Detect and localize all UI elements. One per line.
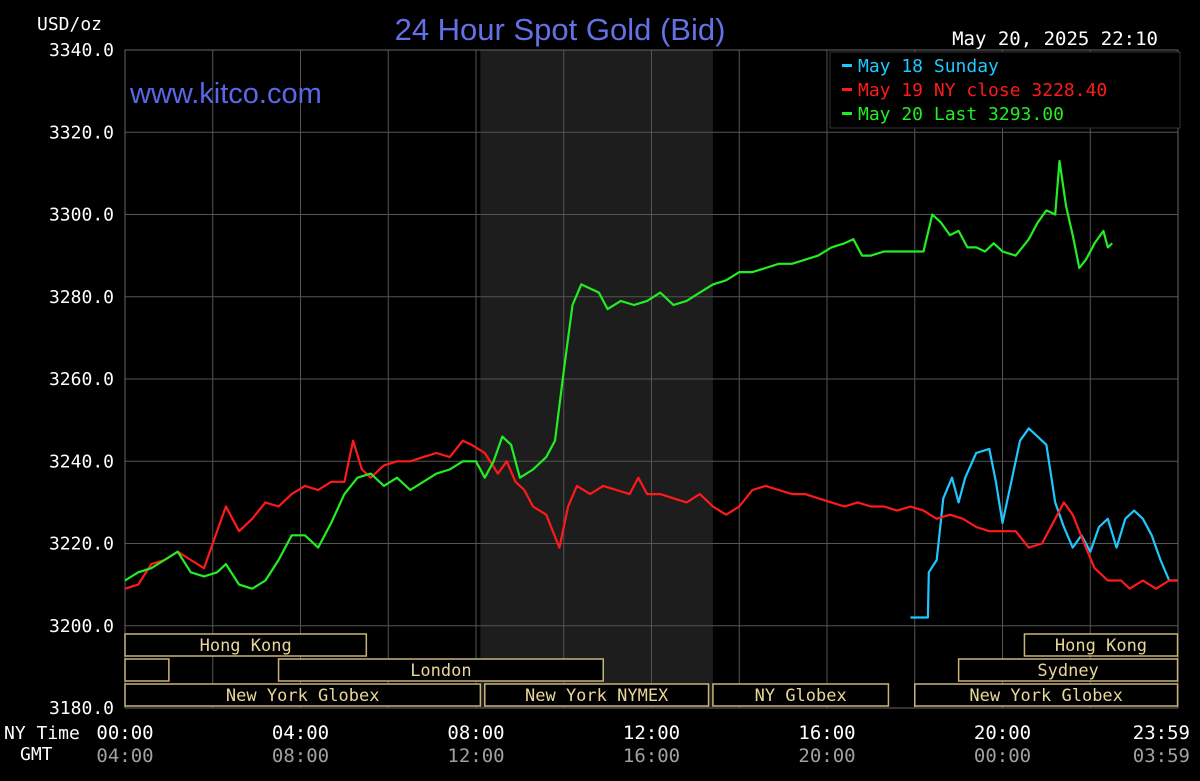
y-unit-label: USD/oz [37, 14, 102, 35]
session-label: New York Globex [226, 686, 380, 706]
y-tick-label: 3220.0 [49, 534, 114, 555]
x-tick-label-ny: 16:00 [798, 722, 855, 744]
plot-frame [124, 49, 1179, 709]
x-tick-label-gmt: 00:00 [974, 745, 1031, 767]
x-tick-label-ny: 23:59 [1133, 722, 1190, 744]
legend-item-may20: May 20 Last 3293.00 [858, 104, 1064, 125]
x-tick-label-gmt: 04:00 [96, 745, 153, 767]
session-bar [124, 658, 170, 682]
legend-swatch-may20 [842, 112, 852, 115]
session-bar [124, 633, 368, 657]
legend-item-may18: May 18 Sunday [858, 56, 999, 77]
session-label: Hong Kong [1055, 636, 1147, 656]
x-tick-label-gmt: 03:59 [1133, 745, 1190, 767]
watermark-text: www.kitco.com [129, 78, 322, 110]
session-label: Hong Kong [200, 636, 292, 656]
y-tick-label: 3180.0 [49, 698, 114, 719]
session-bar [712, 683, 890, 707]
session-bar [1023, 633, 1179, 657]
series-line-may18 [910, 427, 1178, 619]
legend-box [829, 51, 1181, 129]
series-line-may20 [124, 159, 1113, 590]
legend-swatch-may18 [842, 64, 852, 67]
y-tick-label: 3280.0 [49, 287, 114, 308]
session-bar [484, 683, 710, 707]
y-tick-label: 3200.0 [49, 616, 114, 637]
x-row-label-gmt: GMT [20, 744, 53, 765]
session-bar [914, 683, 1179, 707]
y-tick-label: 3240.0 [49, 451, 114, 472]
y-tick-label: 3340.0 [49, 40, 114, 61]
session-label: NY Globex [755, 686, 847, 706]
x-tick-label-gmt: 20:00 [798, 745, 855, 767]
x-tick-label-gmt: 16:00 [623, 745, 680, 767]
timestamp: May 20, 2025 22:10 [952, 28, 1158, 50]
legend-item-may19: May 19 NY close 3228.40 [858, 80, 1107, 101]
session-label: Sydney [1037, 661, 1098, 681]
legend: May 18 Sunday May 19 NY close 3228.40 Ma… [829, 51, 1181, 129]
x-tick-label-gmt: 08:00 [272, 745, 329, 767]
x-tick-label-ny: 04:00 [272, 722, 329, 744]
session-label: New York NYMEX [525, 686, 669, 706]
legend-swatch-may19 [842, 88, 852, 91]
session-bar [957, 658, 1179, 682]
x-tick-label-ny: 12:00 [623, 722, 680, 744]
session-bar [124, 683, 482, 707]
session-label: London [410, 661, 471, 681]
x-tick-label-ny: 00:00 [96, 722, 153, 744]
y-tick-label: 3320.0 [49, 122, 114, 143]
y-tick-label: 3260.0 [49, 369, 114, 390]
x-row-label-ny: NY Time [4, 723, 80, 744]
chart-title: 24 Hour Spot Gold (Bid) [395, 12, 726, 47]
y-tick-label: 3300.0 [49, 205, 114, 226]
session-bar [277, 658, 604, 682]
session-label: New York Globex [969, 686, 1123, 706]
x-tick-label-gmt: 12:00 [447, 745, 504, 767]
x-tick-label-ny: 08:00 [447, 722, 504, 744]
x-tick-label-ny: 20:00 [974, 722, 1031, 744]
series-line-may19 [124, 439, 1178, 590]
